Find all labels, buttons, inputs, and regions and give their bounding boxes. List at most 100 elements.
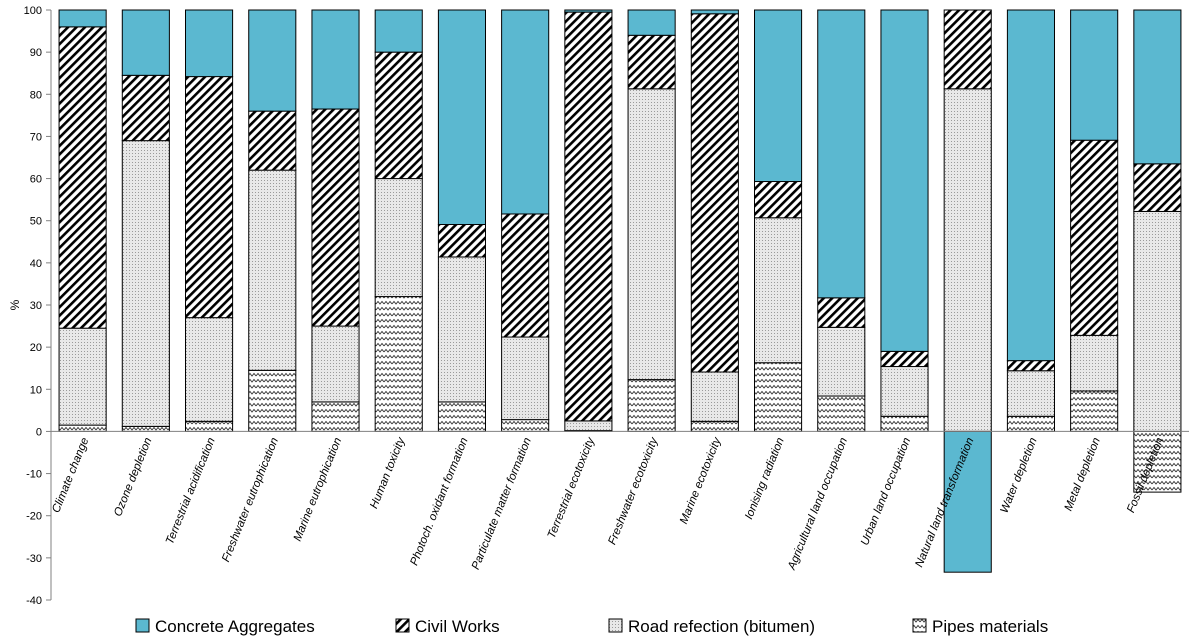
category-label: Freshwater ecotoxicity — [606, 435, 660, 547]
y-tick-label: 30 — [30, 300, 42, 312]
category-label: Particulate matter formation — [470, 436, 534, 571]
bar-segment-civil-works: Natural land transformation — Civil Work… — [943, 9, 992, 90]
legend-swatch-diagonal — [395, 618, 410, 633]
bar-segment-pipes-materials: Urban land occupation — Pipes materials:… — [880, 415, 929, 432]
bar-segment-road-refection-bitumen: Fossil depletion — Road refection (bitum… — [1133, 210, 1182, 432]
bar-segment-pipes-materials: Metal depletion — Pipes materials: 9.6 — [1070, 390, 1119, 432]
bar-segment-road-refection-bitumen: Particulate matter formation — Road refe… — [501, 336, 550, 421]
bar-segment-road-refection-bitumen: Terrestrial ecotoxicity — Road refection… — [564, 420, 613, 432]
bar-segment-civil-works: Fossil depletion — Civil Works: 11.3 — [1133, 163, 1182, 212]
bar-segment-civil-works: Metal depletion — Civil Works: 46.3 — [1070, 139, 1119, 336]
bar-segment-civil-works: Particulate matter formation — Civil Wor… — [501, 213, 550, 338]
legend-label: Pipes materials — [932, 617, 1048, 636]
y-tick-label: 10 — [30, 384, 42, 396]
bar-segment-road-refection-bitumen: Urban land occupation — Road refection (… — [880, 366, 929, 417]
bar-segment-road-refection-bitumen: Ozone depletion — Road refection (bitume… — [121, 140, 170, 427]
category-label: Marine eutrophication — [292, 436, 345, 543]
legend: Concrete Aggregates Civil Works Road refec… — [135, 617, 1048, 636]
bar-segment-concrete-aggregates: Urban land occupation — Concrete Aggrega… — [880, 9, 929, 352]
bar-segment-pipes-materials: Climate change — Pipes materials: 1.5 — [58, 424, 107, 432]
bar-segment-pipes-materials: Ionising radiation — Pipes materials: 16… — [754, 362, 803, 432]
bar-segment-civil-works: Photoch. oxidant formation — Civil Works… — [437, 224, 486, 258]
bar-segment-concrete-aggregates: Ozone depletion — Concrete Aggregates: 1… — [121, 9, 170, 76]
bar-segment-concrete-aggregates: Terrestrial ecotoxicity — Concrete Aggre… — [564, 9, 613, 13]
bar-segment-concrete-aggregates: Terrestrial acidification — Concrete Agg… — [185, 9, 234, 78]
bar-segment-concrete-aggregates: Marine ecotoxicity — Concrete Aggregates… — [690, 9, 739, 15]
legend-label: Road refection (bitumen) — [628, 617, 815, 636]
legend-swatch-dots — [608, 618, 623, 633]
bar-segment-road-refection-bitumen: Climate change — Road refection (bitumen… — [58, 327, 107, 426]
bar-segment-pipes-materials: Water depletion — Pipes materials: 3.6 — [1006, 415, 1055, 432]
legend-swatch-zigzag — [912, 618, 927, 633]
bar-segment-civil-works: Marine eutrophication — Civil Works: 51.… — [311, 108, 360, 327]
bar-segment-concrete-aggregates: Freshwater eutrophication — Concrete Agg… — [248, 9, 297, 112]
category-label: Metal depletion — [1063, 436, 1103, 513]
y-tick-label: 0 — [36, 426, 42, 438]
y-tick-label: 100 — [24, 5, 42, 17]
bar-segment-concrete-aggregates: Ionising radiation — Concrete Aggregates… — [754, 9, 803, 183]
y-tick-label: 60 — [30, 174, 42, 186]
bar-segment-pipes-materials: Marine ecotoxicity — Pipes materials: 2.… — [690, 420, 739, 432]
bar-segment-concrete-aggregates: Metal depletion — Concrete Aggregates: 3… — [1070, 9, 1119, 141]
category-label: Ozone depletion — [112, 436, 155, 518]
bar-segment-civil-works: Ozone depletion — Civil Works: 15.5 — [121, 74, 170, 142]
bar-segment-road-refection-bitumen: Agricultural land occupation — Road refe… — [817, 326, 866, 397]
bar-segment-concrete-aggregates: Photoch. oxidant formation — Concrete Ag… — [437, 9, 486, 226]
bar-segment-road-refection-bitumen: Natural land transformation — Road refec… — [943, 88, 992, 432]
category-label: Urban land occupation — [859, 436, 913, 547]
y-tick-label: -20 — [26, 511, 42, 523]
y-tick-label: -30 — [26, 553, 42, 565]
category-label: Water depletion — [999, 436, 1040, 515]
category-label: Terrestrial acidification — [164, 436, 218, 546]
bar-segment-pipes-materials: Human toxicity — Pipes materials: 32 — [374, 296, 423, 432]
y-axis-label: % — [8, 299, 22, 310]
bar-segment-concrete-aggregates: Climate change — Concrete Aggregates: 4 — [58, 9, 107, 28]
y-tick-label: 20 — [30, 342, 42, 354]
bar-segment-concrete-aggregates: Water depletion — Concrete Aggregates: 8… — [1006, 9, 1055, 362]
legend-label: Concrete Aggregates — [155, 617, 315, 636]
category-label: Terrestrial ecotoxicity — [546, 435, 598, 540]
bar-segment-concrete-aggregates: Marine eutrophication — Concrete Aggrega… — [311, 9, 360, 110]
bar-segment-civil-works: Climate change — Civil Works: 71.5 — [58, 26, 107, 329]
bar-segment-road-refection-bitumen: Photoch. oxidant formation — Road refect… — [437, 256, 486, 403]
bar-segment-civil-works: Human toxicity — Civil Works: 30 — [374, 51, 423, 180]
category-label: Ionising radiation — [743, 436, 787, 521]
bar-segment-pipes-materials: Particulate matter formation — Pipes mat… — [501, 419, 550, 432]
y-tick-label: 50 — [30, 216, 42, 228]
bar-segment-civil-works: Urban land occupation — Civil Works: 3.6 — [880, 350, 929, 368]
bar-segment-concrete-aggregates: Agricultural land occupation — Concrete … — [817, 9, 866, 299]
bar-segment-concrete-aggregates: Natural land transformation — Concrete A… — [943, 430, 992, 573]
bar-segment-civil-works: Agricultural land occupation — Civil Wor… — [817, 297, 866, 328]
bar-segment-road-refection-bitumen: Metal depletion — Road refection (bitume… — [1070, 334, 1119, 392]
bar-segment-road-refection-bitumen: Marine ecotoxicity — Road refection (bit… — [690, 371, 739, 422]
category-label: Marine ecotoxicity — [678, 435, 724, 526]
bar-segment-concrete-aggregates: Fossil depletion — Concrete Aggregates: … — [1133, 9, 1182, 165]
bar-segment-road-refection-bitumen: Water depletion — Road refection (bitume… — [1006, 370, 1055, 417]
bar-segment-civil-works: Terrestrial ecotoxicity — Civil Works: 9… — [564, 11, 613, 422]
y-tick-label: 70 — [30, 131, 42, 143]
bar-segment-civil-works: Freshwater eutrophication — Civil Works:… — [248, 110, 297, 171]
bar-segment-pipes-materials: Marine eutrophication — Pipes materials:… — [311, 401, 360, 432]
bar-segment-civil-works: Ionising radiation — Civil Works: 8.6 — [754, 181, 803, 219]
bar-segment-concrete-aggregates: Human toxicity — Concrete Aggregates: 10 — [374, 9, 423, 53]
y-tick-label: 80 — [30, 89, 42, 101]
legend-swatch-solid — [135, 618, 150, 633]
bar-segment-pipes-materials: Agricultural land occupation — Pipes mat… — [817, 395, 866, 432]
bar-segment-civil-works: Water depletion — Civil Works: 2.4 — [1006, 360, 1055, 372]
bar-segment-concrete-aggregates: Particulate matter formation — Concrete … — [501, 9, 550, 215]
y-tick-label: -10 — [26, 469, 42, 481]
bar-segment-civil-works: Terrestrial acidification — Civil Works:… — [185, 76, 234, 319]
y-tick-label: 90 — [30, 47, 42, 59]
category-label: Photoch. oxidant formation — [408, 436, 470, 567]
y-tick-label: 40 — [30, 258, 42, 270]
y-tick-label: -40 — [26, 595, 42, 607]
bar-segment-road-refection-bitumen: Ionising radiation — Road refection (bit… — [754, 217, 803, 364]
bar-segment-pipes-materials: Ozone depletion — Pipes materials: 1.2 — [121, 425, 170, 432]
bar-segment-road-refection-bitumen: Terrestrial acidification — Road refecti… — [185, 317, 234, 422]
bar-segment-concrete-aggregates: Freshwater ecotoxicity — Concrete Aggreg… — [627, 9, 676, 36]
bar-segment-civil-works: Freshwater ecotoxicity — Civil Works: 12… — [627, 34, 676, 90]
bar-segment-pipes-materials: Terrestrial acidification — Pipes materi… — [185, 420, 234, 432]
bar-segment-pipes-materials: Photoch. oxidant formation — Pipes mater… — [437, 401, 486, 432]
category-label: Freshwater eutrophication — [220, 436, 281, 564]
